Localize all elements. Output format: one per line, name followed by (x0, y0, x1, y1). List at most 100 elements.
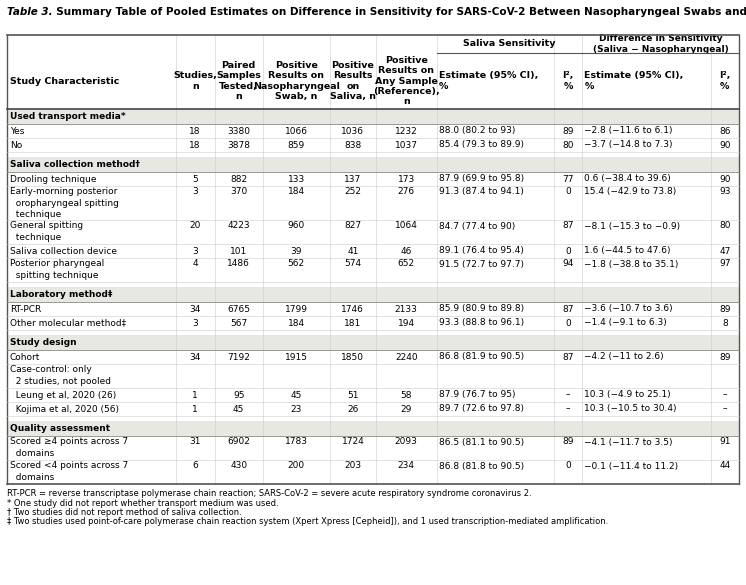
Text: 93: 93 (719, 187, 730, 196)
Text: 181: 181 (344, 318, 362, 328)
Text: 10.3 (−10.5 to 30.4): 10.3 (−10.5 to 30.4) (584, 404, 677, 414)
Text: 84.7 (77.4 to 90): 84.7 (77.4 to 90) (439, 222, 515, 230)
Text: 4223: 4223 (228, 222, 250, 230)
Text: 45: 45 (233, 404, 245, 414)
Text: Used transport media*: Used transport media* (10, 112, 125, 121)
Text: 0: 0 (565, 246, 571, 256)
Text: 101: 101 (230, 246, 247, 256)
Text: 4: 4 (192, 260, 198, 269)
Text: 1783: 1783 (285, 438, 308, 446)
Text: −1.8 (−38.8 to 35.1): −1.8 (−38.8 to 35.1) (584, 260, 679, 269)
Text: 89: 89 (719, 305, 730, 314)
Text: 2 studies, not pooled: 2 studies, not pooled (10, 377, 111, 387)
Text: 97: 97 (719, 260, 730, 269)
Bar (7, 109, 739, 124)
Text: 276: 276 (398, 187, 415, 196)
Bar (7, 287, 739, 302)
Text: 45: 45 (291, 391, 302, 400)
Text: 39: 39 (291, 246, 302, 256)
Text: 34: 34 (189, 353, 201, 362)
Text: Other molecular method‡: Other molecular method‡ (10, 318, 126, 328)
Text: 91: 91 (719, 438, 730, 446)
Text: 86.5 (81.1 to 90.5): 86.5 (81.1 to 90.5) (439, 438, 524, 446)
Text: 1.6 (−44.5 to 47.6): 1.6 (−44.5 to 47.6) (584, 246, 671, 256)
Text: 194: 194 (398, 318, 415, 328)
Text: 46: 46 (401, 246, 412, 256)
Text: 5: 5 (192, 174, 198, 184)
Text: Scored <4 points across 7: Scored <4 points across 7 (10, 462, 128, 470)
Text: 87.9 (69.9 to 95.8): 87.9 (69.9 to 95.8) (439, 174, 524, 184)
Text: 91.5 (72.7 to 97.7): 91.5 (72.7 to 97.7) (439, 260, 524, 269)
Text: −4.1 (−11.7 to 3.5): −4.1 (−11.7 to 3.5) (584, 438, 673, 446)
Text: 87: 87 (562, 305, 574, 314)
Text: 15.4 (−42.9 to 73.8): 15.4 (−42.9 to 73.8) (584, 187, 677, 196)
Text: 51: 51 (347, 391, 359, 400)
Text: 95: 95 (233, 391, 245, 400)
Text: No: No (10, 140, 22, 150)
Text: –: – (566, 391, 571, 400)
Text: 200: 200 (288, 462, 305, 470)
Text: 1064: 1064 (395, 222, 418, 230)
Text: Summary Table of Pooled Estimates on Difference in Sensitivity for SARS-CoV-2 Be: Summary Table of Pooled Estimates on Dif… (49, 7, 746, 17)
Text: 89.1 (76.4 to 95.4): 89.1 (76.4 to 95.4) (439, 246, 524, 256)
Text: Saliva collection device: Saliva collection device (10, 246, 117, 256)
Text: 1036: 1036 (342, 126, 364, 136)
Text: 90: 90 (719, 140, 730, 150)
Text: 184: 184 (288, 187, 305, 196)
Text: 10.3 (−4.9 to 25.1): 10.3 (−4.9 to 25.1) (584, 391, 671, 400)
Text: 23: 23 (291, 404, 302, 414)
Text: 93.3 (88.8 to 96.1): 93.3 (88.8 to 96.1) (439, 318, 524, 328)
Text: 18: 18 (189, 140, 201, 150)
Text: Positive
Results
on
Saliva, n: Positive Results on Saliva, n (330, 61, 376, 101)
Text: 1232: 1232 (395, 126, 418, 136)
Text: 1: 1 (192, 391, 198, 400)
Text: 0: 0 (565, 462, 571, 470)
Text: Laboratory method‡: Laboratory method‡ (10, 290, 113, 299)
Text: 47: 47 (719, 246, 730, 256)
Text: Difference in Sensitivity
(Saliva − Nasopharyngeal): Difference in Sensitivity (Saliva − Naso… (593, 34, 729, 54)
Text: 1746: 1746 (342, 305, 364, 314)
Text: 430: 430 (230, 462, 247, 470)
Bar (7, 335, 739, 350)
Text: 882: 882 (230, 174, 247, 184)
Text: 1486: 1486 (228, 260, 250, 269)
Text: Drooling technique: Drooling technique (10, 174, 96, 184)
Text: 6765: 6765 (228, 305, 250, 314)
Text: 574: 574 (345, 260, 362, 269)
Text: I²,
%: I², % (562, 71, 574, 91)
Text: 1799: 1799 (285, 305, 308, 314)
Text: Case-control: only: Case-control: only (10, 366, 92, 374)
Text: spitting technique: spitting technique (10, 271, 98, 280)
Text: ‡ Two studies used point-of-care polymerase chain reaction system (Xpert Xpress : ‡ Two studies used point-of-care polymer… (7, 518, 608, 526)
Text: −1.4 (−9.1 to 6.3): −1.4 (−9.1 to 6.3) (584, 318, 667, 328)
Text: 2133: 2133 (395, 305, 418, 314)
Text: Kojima et al, 2020 (56): Kojima et al, 2020 (56) (10, 404, 119, 414)
Text: 87.9 (76.7 to 95): 87.9 (76.7 to 95) (439, 391, 515, 400)
Text: Quality assessment: Quality assessment (10, 424, 110, 433)
Text: −3.6 (−10.7 to 3.6): −3.6 (−10.7 to 3.6) (584, 305, 673, 314)
Text: −0.1 (−11.4 to 11.2): −0.1 (−11.4 to 11.2) (584, 462, 679, 470)
Text: 1: 1 (192, 404, 198, 414)
Text: 31: 31 (189, 438, 201, 446)
Text: 85.4 (79.3 to 89.9): 85.4 (79.3 to 89.9) (439, 140, 524, 150)
Text: 203: 203 (345, 462, 362, 470)
Text: 3380: 3380 (228, 126, 250, 136)
Text: 89: 89 (719, 353, 730, 362)
Text: –: – (566, 404, 571, 414)
Text: 89.7 (72.6 to 97.8): 89.7 (72.6 to 97.8) (439, 404, 524, 414)
Text: General spitting: General spitting (10, 222, 83, 230)
Text: 3: 3 (192, 187, 198, 196)
Text: 2093: 2093 (395, 438, 418, 446)
Text: 85.9 (80.9 to 89.8): 85.9 (80.9 to 89.8) (439, 305, 524, 314)
Text: −8.1 (−15.3 to −0.9): −8.1 (−15.3 to −0.9) (584, 222, 680, 230)
Text: 3: 3 (192, 246, 198, 256)
Text: 133: 133 (288, 174, 305, 184)
Text: * One study did not report whether transport medium was used.: * One study did not report whether trans… (7, 498, 278, 508)
Text: Studies,
n: Studies, n (173, 71, 217, 91)
Bar (7, 157, 739, 172)
Text: RT-PCR: RT-PCR (10, 305, 41, 314)
Text: 0: 0 (565, 187, 571, 196)
Text: 29: 29 (401, 404, 412, 414)
Text: –: – (723, 391, 727, 400)
Text: 89: 89 (562, 126, 574, 136)
